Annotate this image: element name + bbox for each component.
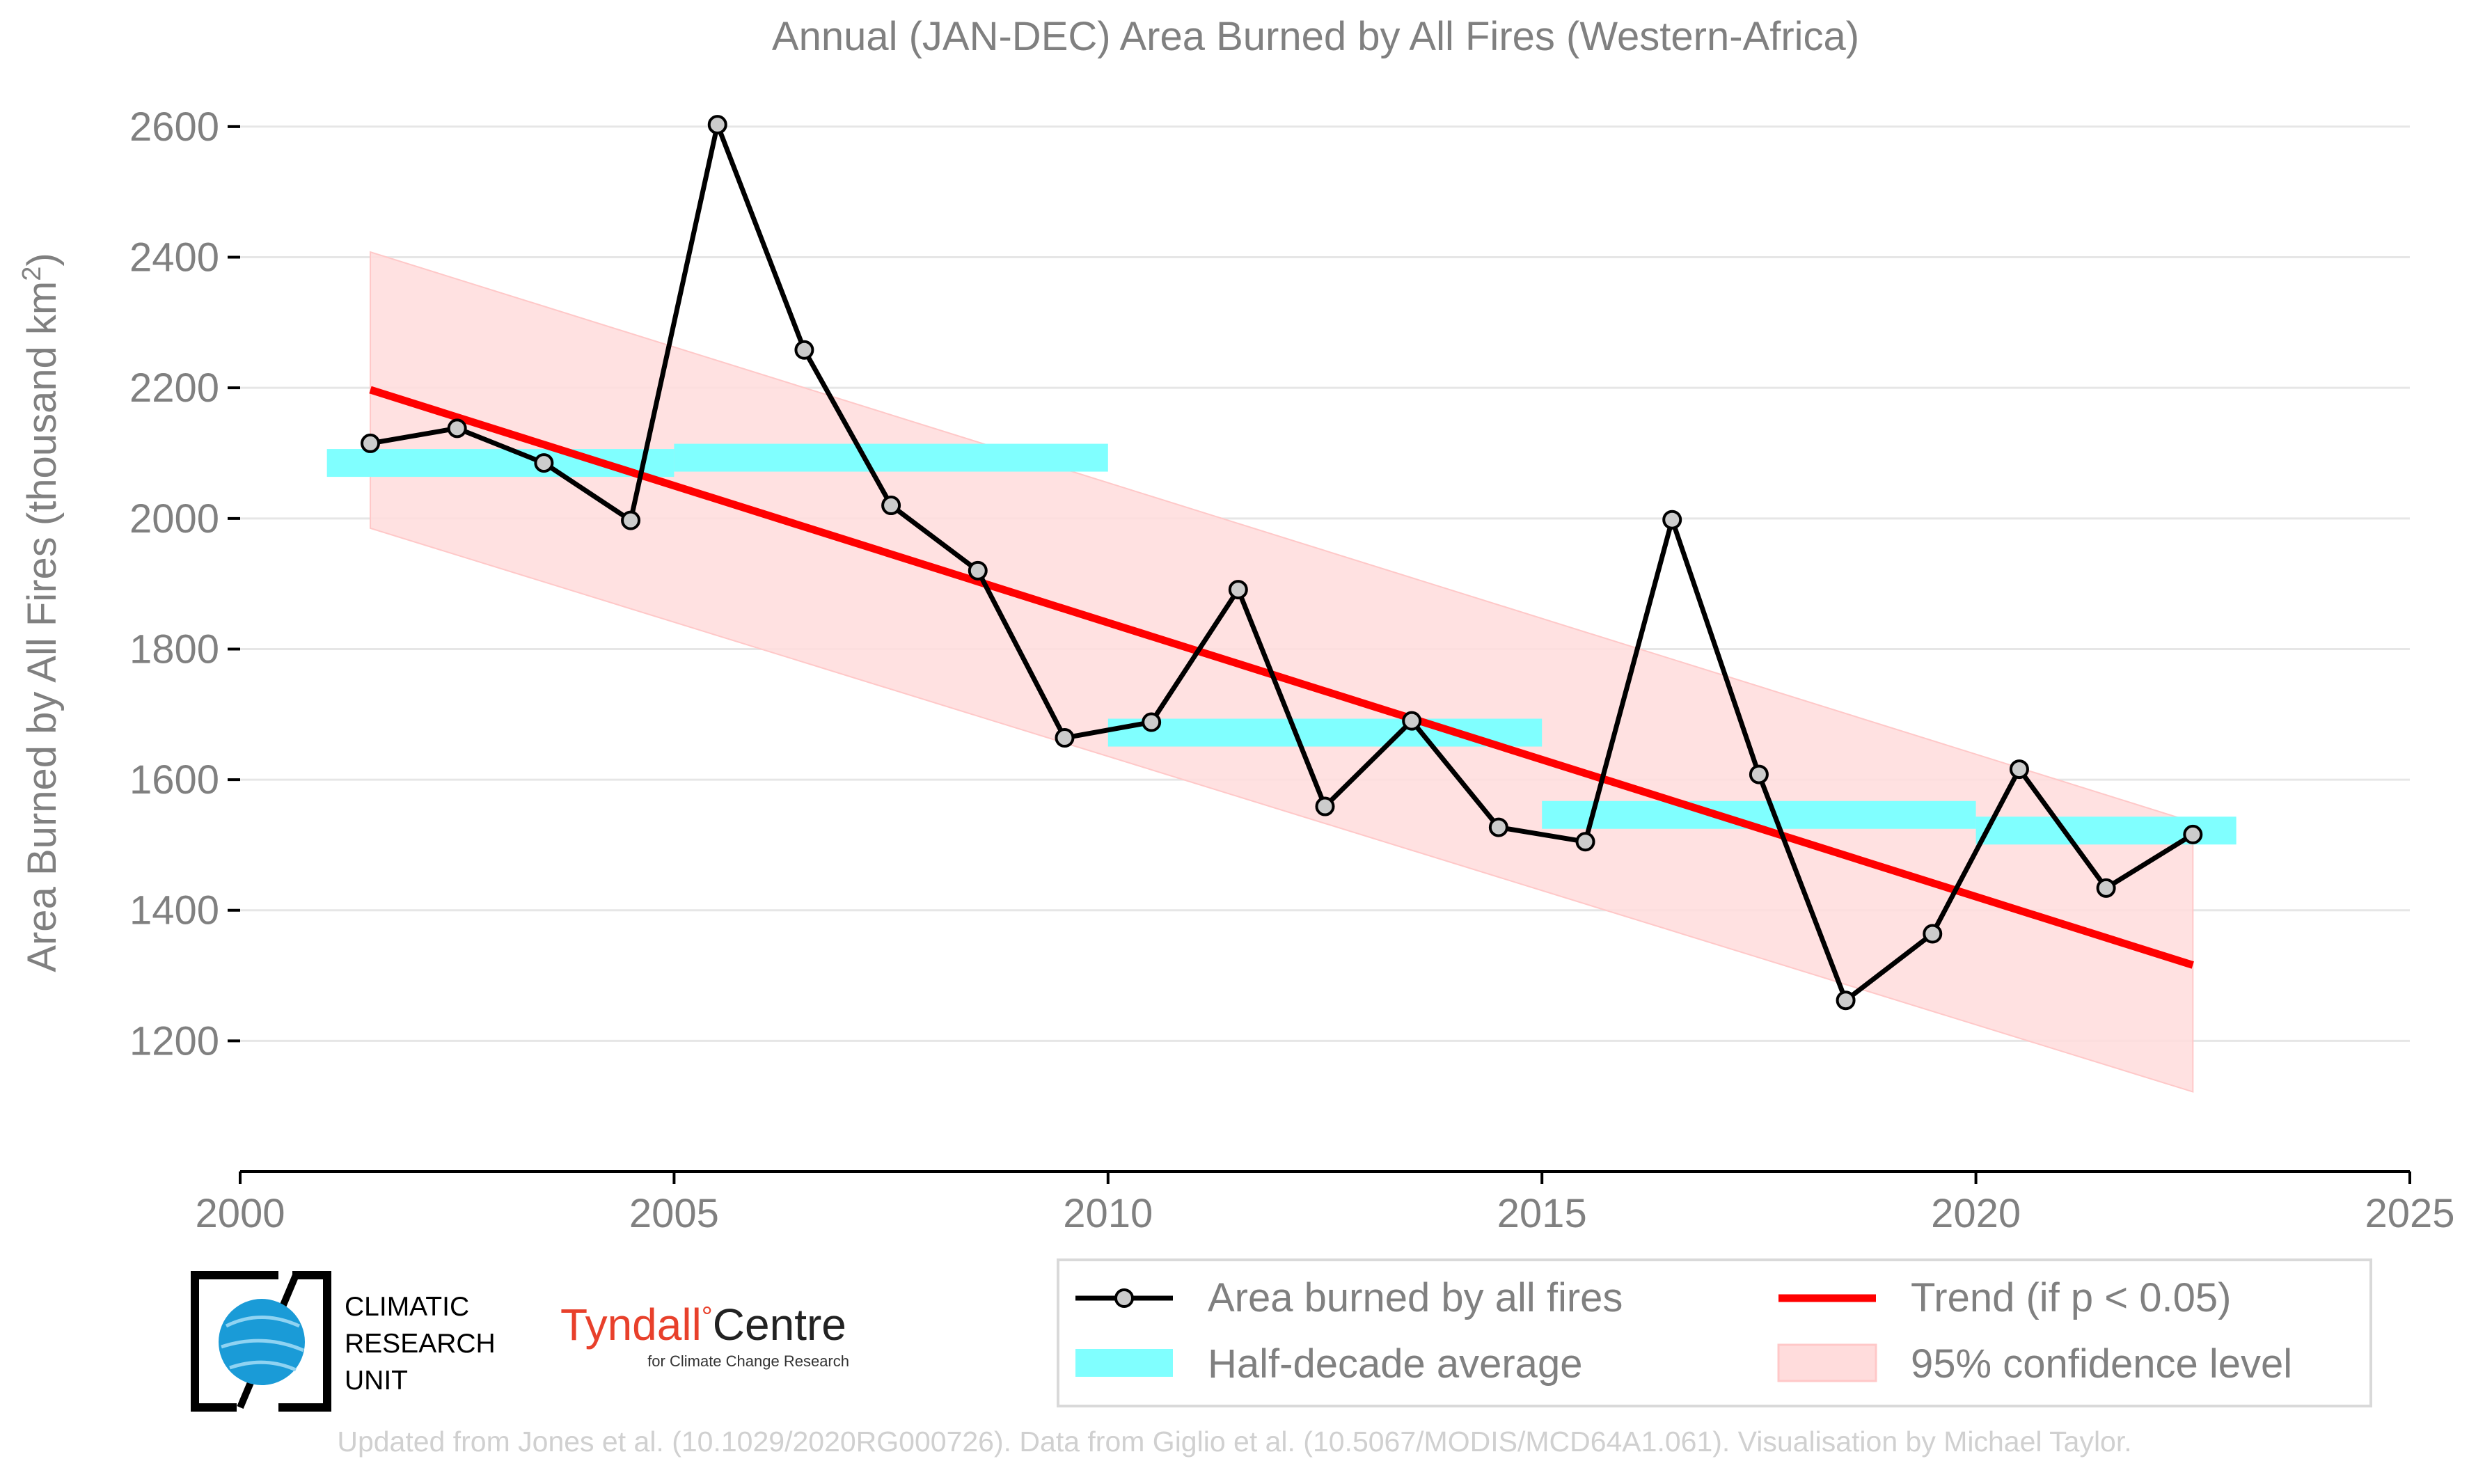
y-tick-label-2400: 2400 [129,235,219,281]
data-point-8 [1055,728,1075,748]
data-point-3 [621,510,641,530]
y-axis-label: Area Burned by All Fires (thousand km2) [17,253,65,972]
data-point-15 [1662,510,1682,530]
cru-text-line-1: CLIMATIC [345,1292,469,1322]
tyndall-name: Tyndall [560,1300,702,1350]
data-point-10 [1228,580,1248,600]
y-axis-label-main: Area Burned by All Fires (thousand km [19,281,65,972]
source-credit: Updated from Jones et al. (10.1029/2020R… [337,1426,2132,1458]
data-point-17 [1836,990,1856,1011]
data-point-7 [968,560,988,581]
x-tick-label-2015: 2015 [1497,1191,1587,1236]
y-tick-label-2200: 2200 [129,365,219,411]
trend-line-group [369,386,2194,969]
legend-label-trend: Trend (if p < 0.05) [1911,1275,2231,1320]
chart-title: Annual (JAN-DEC) Area Burned by All Fire… [772,14,1859,59]
x-tick-label-2010: 2010 [1063,1191,1153,1236]
data-point-4 [707,115,727,135]
x-tick-label-2005: 2005 [629,1191,719,1236]
legend-swatch-area-marker [1114,1288,1134,1308]
legend-swatch-confidence [1777,1343,1877,1382]
trend-line [369,386,2194,969]
tyndall-subtitle: for Climate Change Research [647,1352,849,1370]
data-point-20 [2096,878,2116,898]
data-point-0 [361,433,381,453]
data-point-19 [2009,759,2029,780]
data-point-5 [794,340,814,360]
legend-label-half-decade: Half-decade average [1208,1341,1582,1387]
y-tick-label-1600: 1600 [129,757,219,803]
data-point-9 [1142,712,1162,732]
data-point-2 [534,453,554,473]
data-point-12 [1402,711,1422,731]
y-axis-label-sup: 2 [17,267,47,281]
cru-logo: CLIMATIC RESEARCH UNIT [191,1271,496,1412]
x-tick-label-2025: 2025 [2365,1191,2454,1236]
tyndall-centre: Centre [713,1300,846,1350]
area-burned-line [370,122,2195,1003]
legend-label-area: Area burned by all fires [1208,1275,1623,1320]
data-point-11 [1315,796,1335,816]
tyndall-degree: ° [702,1302,713,1332]
area-burned-series [361,115,2203,1011]
half-decade-bar-1 [674,443,1108,472]
data-point-6 [881,496,901,516]
y-tick-label-1200: 1200 [129,1018,219,1064]
x-tick-label-2020: 2020 [1931,1191,2021,1236]
data-point-1 [447,418,467,439]
y-axis-label-end: ) [19,253,65,266]
axes: 1200 1400 1600 1800 2000 2200 2400 2600 2000 2005… [129,104,2455,1236]
data-point-13 [1488,817,1508,837]
y-tick-label-1800: 1800 [129,626,219,672]
legend: Area burned by all fires Half-decade ave… [1057,1258,2372,1407]
confidence-band [370,251,2194,1093]
cru-text-line-3: UNIT [345,1366,408,1396]
half-decade-bar-0 [326,449,675,477]
cru-text-line-2: RESEARCH [345,1329,496,1359]
y-tick-label-2000: 2000 [129,496,219,542]
cru-logo-frame [191,1271,331,1412]
data-point-16 [1749,764,1769,784]
data-point-18 [1923,924,1943,944]
legend-frame [1057,1258,2372,1407]
x-tick-label-2000: 2000 [195,1191,285,1236]
legend-label-confidence: 95% confidence level [1911,1341,2292,1387]
legend-swatch-half-decade [1075,1349,1173,1377]
tyndall-title: Tyndall°Centre [560,1300,846,1350]
y-tick-label-1400: 1400 [129,888,219,933]
data-point-21 [2183,824,2203,844]
half-decade-bar-2 [1107,718,1543,747]
y-tick-label-2600: 2600 [129,104,219,150]
tyndall-logo: Tyndall°Centre for Climate Change Resear… [560,1300,849,1370]
data-point-14 [1575,832,1595,852]
cru-globe-swirl [221,1316,304,1372]
confidence-band-polygon [370,251,2194,1093]
